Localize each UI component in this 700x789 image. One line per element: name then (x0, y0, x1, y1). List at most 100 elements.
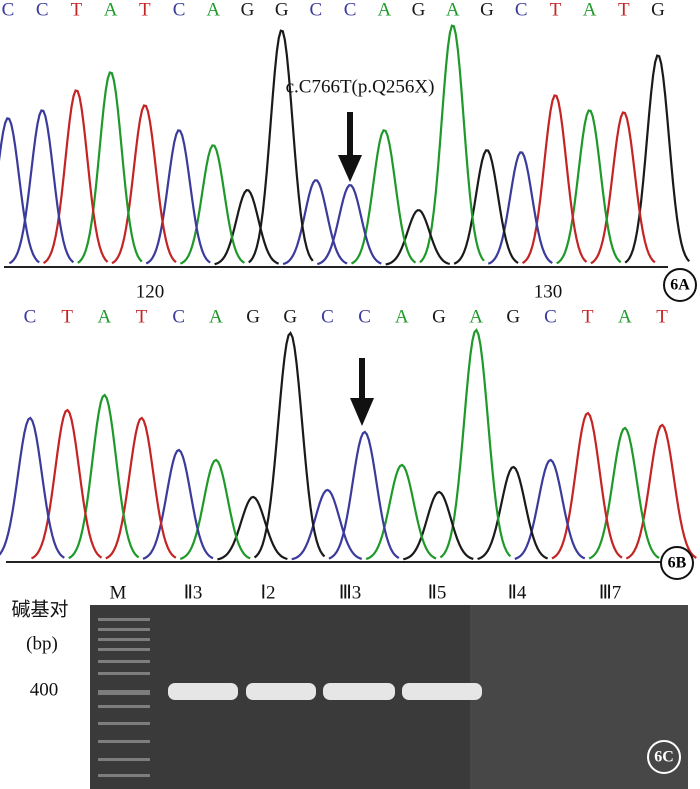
trace-peak (556, 109, 622, 265)
base-call: G (241, 0, 255, 20)
y-axis-unit: (bp) (26, 633, 58, 654)
base-call: G (275, 0, 289, 20)
base-call: T (139, 0, 151, 20)
lane-label: M (110, 582, 127, 603)
base-call: C (310, 0, 323, 20)
trace-peak (68, 393, 140, 560)
base-call: C (24, 306, 37, 327)
trace-peak (316, 184, 382, 266)
trace-peak (31, 408, 103, 560)
trace-peak (403, 490, 474, 561)
sample-band (402, 683, 482, 700)
ladder-band (98, 774, 150, 777)
base-call: G (412, 0, 426, 20)
base-call: G (651, 0, 665, 20)
panel-a-badge: 6A (663, 268, 697, 302)
base-call: C (172, 306, 185, 327)
ladder-band (98, 648, 150, 651)
trace-peak (453, 149, 519, 265)
size-marker: 400 (30, 679, 59, 700)
mutation-annotation: c.C766T(p.Q256X) (286, 76, 435, 97)
base-call: T (550, 0, 562, 20)
base-call: C (358, 306, 371, 327)
sample-band (168, 683, 238, 700)
trace-peak (514, 458, 586, 560)
base-call: T (71, 0, 83, 20)
trace-peak (590, 111, 656, 265)
trace-peak (439, 328, 512, 559)
lane-label: Ⅱ4 (508, 582, 527, 603)
y-axis-title: 碱基对 (11, 598, 68, 620)
base-call: T (61, 306, 73, 327)
ladder-band (98, 722, 150, 725)
lane-label: Ⅲ3 (339, 582, 362, 603)
trace-peak (477, 465, 549, 561)
base-call: C (344, 0, 357, 20)
trace-peak (77, 71, 143, 264)
base-call: A (377, 0, 391, 20)
sample-band (246, 683, 316, 700)
trace-peak (217, 495, 288, 561)
panel-label: 6C (654, 749, 674, 766)
lane-label: Ⅰ2 (260, 582, 275, 603)
base-call: C (544, 306, 557, 327)
trace-peak (291, 488, 363, 561)
trace-peak (625, 423, 697, 560)
ladder-band (98, 638, 150, 641)
trace-peak (419, 24, 485, 264)
trace-peak (142, 448, 214, 560)
base-call: T (618, 0, 630, 20)
lane-label: Ⅲ7 (599, 582, 622, 603)
trace-peak (365, 463, 437, 560)
base-call: A (206, 0, 220, 20)
trace-peak (0, 416, 65, 559)
position-tick: 130 (534, 281, 563, 302)
trace-peak (0, 117, 40, 264)
base-call: C (321, 306, 334, 327)
ladder-band (98, 660, 150, 663)
base-call: T (136, 306, 148, 327)
base-call: A (97, 306, 111, 327)
base-call: A (104, 0, 118, 20)
base-call: T (582, 306, 594, 327)
base-call: C (173, 0, 186, 20)
ladder-band (98, 705, 150, 708)
panel-c-badge: 6C (647, 740, 681, 774)
trace-peak (551, 411, 623, 560)
ladder-band (98, 740, 150, 743)
panel-b-badge: 6B (660, 546, 694, 580)
base-call: A (469, 306, 483, 327)
lane-label: Ⅱ5 (428, 582, 447, 603)
trace-peak (214, 189, 280, 266)
lane-label: Ⅱ3 (184, 582, 203, 603)
base-call: G (480, 0, 494, 20)
trace-peak (253, 331, 326, 559)
base-call: G (506, 306, 520, 327)
base-call: A (395, 306, 409, 327)
panel-label: 6B (668, 555, 687, 572)
base-call: G (246, 306, 260, 327)
ladder-band (98, 690, 150, 695)
trace-peak (145, 129, 211, 265)
base-call: A (209, 306, 223, 327)
ladder-band (98, 672, 150, 675)
arrow-a (338, 112, 362, 182)
trace-peak (179, 458, 251, 560)
ladder-band (98, 618, 150, 621)
position-tick: 120 (136, 281, 165, 302)
ladder-band (98, 628, 150, 631)
trace-peak (385, 209, 451, 266)
base-call: C (2, 0, 15, 20)
arrow-b (350, 358, 374, 426)
base-call: C (36, 0, 49, 20)
trace-peak (8, 109, 75, 265)
base-call: A (618, 306, 632, 327)
base-call: T (656, 306, 668, 327)
base-call: A (583, 0, 597, 20)
trace-peak (521, 94, 588, 265)
trace-peak (588, 426, 660, 560)
trace-peak (282, 179, 348, 266)
trace-peak (487, 151, 553, 265)
